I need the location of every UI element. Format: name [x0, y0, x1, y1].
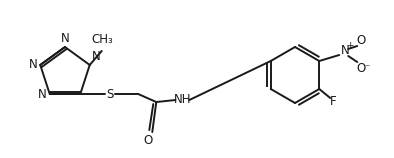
- Text: N: N: [92, 50, 100, 63]
- Text: ⁻: ⁻: [364, 63, 370, 73]
- Text: N: N: [28, 58, 37, 71]
- Text: NH: NH: [173, 93, 191, 106]
- Text: CH₃: CH₃: [92, 33, 113, 46]
- Text: S: S: [107, 88, 114, 100]
- Text: O: O: [144, 134, 153, 146]
- Text: N: N: [61, 32, 69, 45]
- Text: N: N: [38, 88, 47, 100]
- Text: O: O: [357, 61, 366, 75]
- Text: +: +: [346, 42, 354, 51]
- Text: N: N: [341, 45, 349, 58]
- Text: O: O: [357, 34, 366, 48]
- Text: F: F: [330, 94, 336, 107]
